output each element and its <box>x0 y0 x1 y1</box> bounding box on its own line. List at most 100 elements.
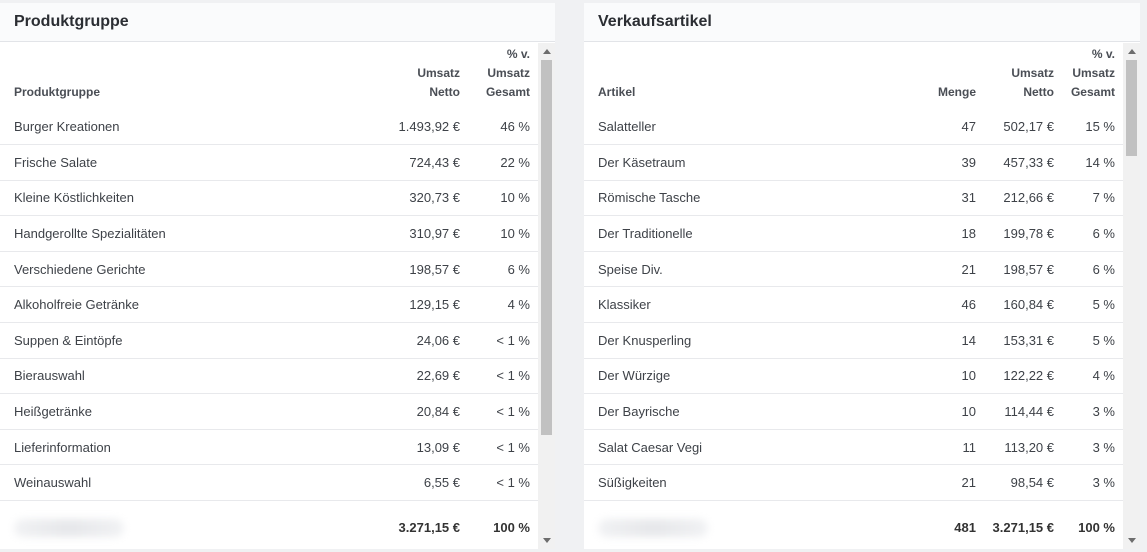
verkaufsartikel-table: Artikel Menge Umsatz Netto % v. Umsatz G… <box>584 43 1123 549</box>
table-row[interactable]: Der Traditionelle 18 199,78 €6 % <box>584 215 1123 252</box>
cell-percent: < 1 % <box>468 429 538 466</box>
cell-produktgruppe: Heißgetränke <box>0 393 368 430</box>
cell-percent: 3 % <box>1062 429 1123 466</box>
table-row[interactable]: Alkoholfreie Getränke 129,15 €4 % <box>0 286 538 324</box>
table-row[interactable]: Handgerollte Spezialitäten 310,97 €10 % <box>0 215 538 252</box>
table-row[interactable]: Römische Tasche 31 212,66 €7 % <box>584 180 1123 217</box>
panel-header: Verkaufsartikel <box>584 3 1140 42</box>
cell-percent: 10 % <box>468 180 538 217</box>
table-row[interactable]: Klassiker 46 160,84 €5 % <box>584 286 1123 324</box>
table-row[interactable]: Salatteller 47 502,17 €15 % <box>584 109 1123 146</box>
cell-artikel: Süßigkeiten <box>584 464 914 502</box>
cell-artikel: Der Bayrische <box>584 393 914 430</box>
cell-umsatz-netto: 6,55 € <box>368 464 468 502</box>
table-row[interactable]: Der Würzige 10 122,22 €4 % <box>584 358 1123 395</box>
cell-umsatz-netto: 198,57 € <box>368 251 468 288</box>
table-row[interactable]: Suppen & Eintöpfe 24,06 € < 1 % <box>0 322 538 359</box>
cell-umsatz-netto: 113,20 € <box>984 429 1062 466</box>
scrollbar-thumb[interactable] <box>541 60 552 435</box>
table-row[interactable]: Der Bayrische 10 114,44 €3 % <box>584 393 1123 430</box>
cell-menge: 21 <box>914 464 984 502</box>
cell-produktgruppe: Burger Kreationen <box>0 109 368 146</box>
total-label-blurred <box>0 501 368 549</box>
table-header-row: Produktgruppe Umsatz Netto % v. Umsatz G… <box>0 43 538 109</box>
cell-umsatz-netto: 24,06 € <box>368 322 468 359</box>
table-container[interactable]: Artikel Menge Umsatz Netto % v. Umsatz G… <box>584 43 1123 549</box>
cell-umsatz-netto: 724,43 € <box>368 144 468 181</box>
column-header-umsatz-netto[interactable]: Umsatz Netto <box>417 66 460 99</box>
scroll-up-arrow-icon[interactable] <box>538 43 555 60</box>
column-header-produktgruppe[interactable]: Produktgruppe <box>14 85 100 99</box>
cell-umsatz-netto: 457,33 € <box>984 144 1062 181</box>
table-row[interactable]: Kleine Köstlichkeiten 320,73 €10 % <box>0 180 538 217</box>
total-umsatz: 3.271,15 € <box>992 520 1054 536</box>
cell-produktgruppe: Suppen & Eintöpfe <box>0 322 368 359</box>
produktgruppe-table: Produktgruppe Umsatz Netto % v. Umsatz G… <box>0 43 538 549</box>
table-container[interactable]: Produktgruppe Umsatz Netto % v. Umsatz G… <box>0 43 538 549</box>
table-row[interactable]: Weinauswahl 6,55 € < 1 % <box>0 464 538 502</box>
column-header-umsatz-netto[interactable]: Umsatz Netto <box>1011 66 1054 99</box>
table-body: Salatteller 47 502,17 €15 % Der Käsetraum 39… <box>584 109 1123 502</box>
table-row[interactable]: Verschiedene Gerichte 198,57 €6 % <box>0 251 538 288</box>
cell-umsatz-netto: 320,73 € <box>368 180 468 217</box>
cell-artikel: Speise Div. <box>584 251 914 288</box>
cell-umsatz-netto: 122,22 € <box>984 358 1062 395</box>
scroll-down-arrow-icon[interactable] <box>1123 532 1140 549</box>
cell-umsatz-netto: 153,31 € <box>984 322 1062 359</box>
cell-artikel: Der Käsetraum <box>584 144 914 181</box>
cell-menge: 21 <box>914 251 984 288</box>
cell-percent: 6 % <box>1062 251 1123 288</box>
total-label-blurred <box>584 501 914 549</box>
cell-percent: 7 % <box>1062 180 1123 217</box>
scroll-up-arrow-icon[interactable] <box>1123 43 1140 60</box>
cell-umsatz-netto: 22,69 € <box>368 358 468 395</box>
table-row[interactable]: Salat Caesar Vegi 11 113,20 €3 % <box>584 429 1123 466</box>
cell-umsatz-netto: 310,97 € <box>368 215 468 252</box>
cell-percent: 15 % <box>1062 109 1123 146</box>
cell-umsatz-netto: 198,57 € <box>984 251 1062 288</box>
cell-produktgruppe: Bierauswahl <box>0 358 368 395</box>
cell-percent: < 1 % <box>468 464 538 502</box>
cell-menge: 18 <box>914 215 984 252</box>
table-row[interactable]: Heißgetränke 20,84 € < 1 % <box>0 393 538 430</box>
column-header-percent[interactable]: % v. Umsatz Gesamt <box>485 47 530 99</box>
cell-menge: 14 <box>914 322 984 359</box>
panel-title: Verkaufsartikel <box>598 13 712 30</box>
table-row[interactable]: Speise Div. 21 198,57 €6 % <box>584 251 1123 288</box>
cell-percent: 14 % <box>1062 144 1123 181</box>
vertical-scrollbar[interactable] <box>1123 43 1140 549</box>
cell-produktgruppe: Frische Salate <box>0 144 368 181</box>
cell-percent: 3 % <box>1062 464 1123 502</box>
vertical-scrollbar[interactable] <box>538 43 555 549</box>
table-body: Burger Kreationen 1.493,92 €46 % Frische S… <box>0 109 538 502</box>
scroll-down-arrow-icon[interactable] <box>538 532 555 549</box>
cell-percent: 6 % <box>1062 215 1123 252</box>
table-row[interactable]: Bierauswahl 22,69 € < 1 % <box>0 358 538 395</box>
cell-menge: 39 <box>914 144 984 181</box>
cell-percent: 22 % <box>468 144 538 181</box>
scrollbar-thumb[interactable] <box>1126 60 1137 156</box>
cell-percent: 10 % <box>468 215 538 252</box>
column-header-percent[interactable]: % v. Umsatz Gesamt <box>1070 47 1115 99</box>
total-row: 481 3.271,15 € 100 % <box>584 501 1123 549</box>
cell-artikel: Der Knusperling <box>584 322 914 359</box>
column-header-artikel[interactable]: Artikel <box>598 85 636 99</box>
cell-menge: 11 <box>914 429 984 466</box>
cell-umsatz-netto: 20,84 € <box>368 393 468 430</box>
cell-artikel: Klassiker <box>584 286 914 324</box>
produktgruppe-panel: Produktgruppe Produktgruppe Umsatz Netto… <box>0 3 555 549</box>
cell-menge: 31 <box>914 180 984 217</box>
cell-umsatz-netto: 160,84 € <box>984 286 1062 324</box>
cell-produktgruppe: Verschiedene Gerichte <box>0 251 368 288</box>
cell-artikel: Salatteller <box>584 109 914 146</box>
table-row[interactable]: Süßigkeiten 21 98,54 €3 % <box>584 464 1123 502</box>
cell-produktgruppe: Alkoholfreie Getränke <box>0 286 368 324</box>
column-header-menge[interactable]: Menge <box>937 85 976 99</box>
table-row[interactable]: Frische Salate 724,43 €22 % <box>0 144 538 181</box>
table-row[interactable]: Lieferinformation 13,09 € < 1 % <box>0 429 538 466</box>
table-row[interactable]: Der Käsetraum 39 457,33 €14 % <box>584 144 1123 181</box>
total-row: 3.271,15 € 100 % <box>0 501 538 549</box>
table-row[interactable]: Burger Kreationen 1.493,92 €46 % <box>0 109 538 146</box>
table-row[interactable]: Der Knusperling 14 153,31 €5 % <box>584 322 1123 359</box>
cell-umsatz-netto: 1.493,92 € <box>368 109 468 146</box>
